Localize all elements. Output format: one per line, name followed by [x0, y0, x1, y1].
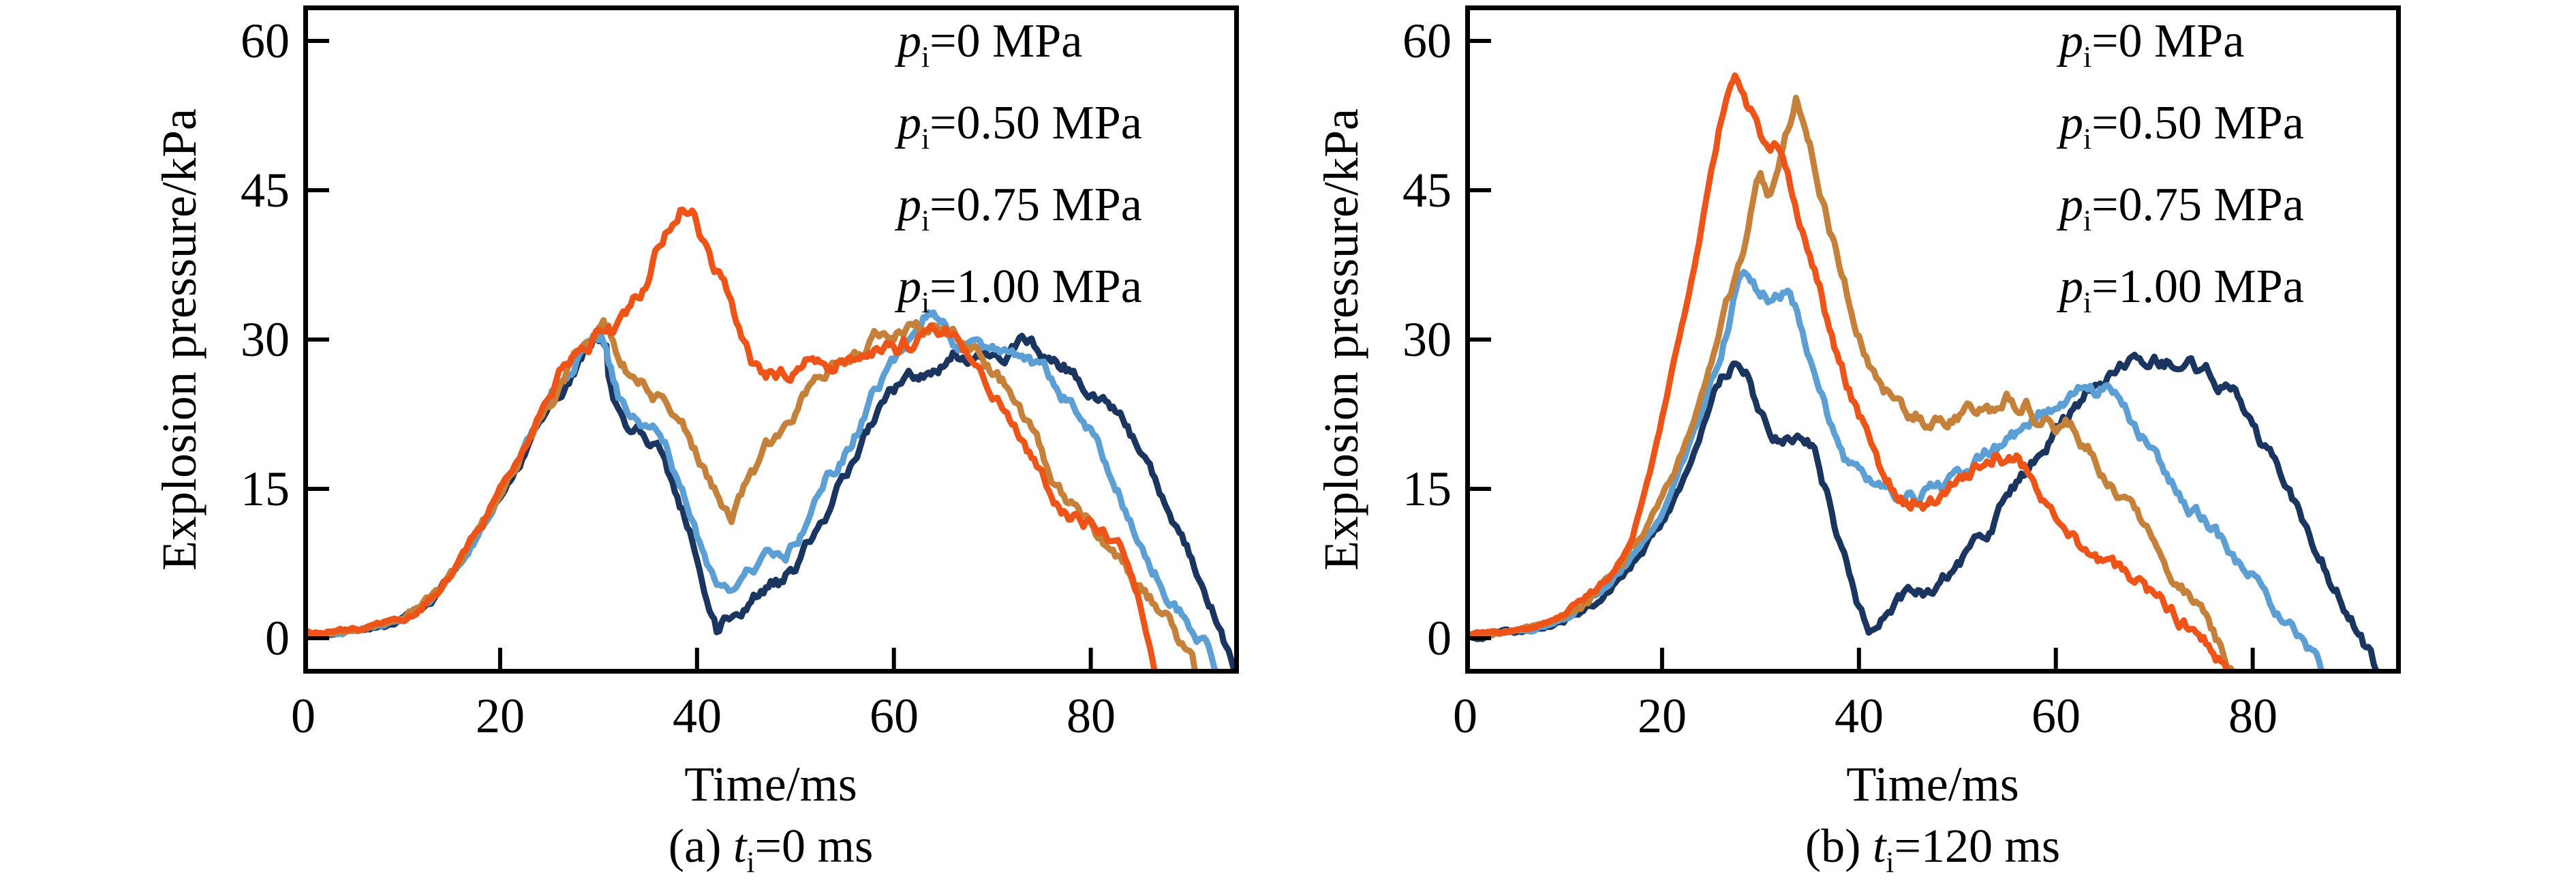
panel-a-caption-prefix: (a) — [668, 820, 733, 873]
panel-b-xtick-80: 80 — [2228, 689, 2278, 743]
legend-line-icon — [1933, 202, 2042, 209]
legend-a-item-1: pi=0.50 MPa — [771, 91, 1142, 156]
panel-b-ytick-0: 0 — [1427, 611, 1452, 665]
legend-sub: i — [2083, 205, 2092, 237]
legend-rest: =0.50 MPa — [930, 97, 1142, 149]
legend-line-icon — [771, 120, 880, 127]
panel-a-xtick-60: 60 — [870, 689, 919, 743]
legend-line-icon — [1933, 120, 2042, 127]
panel-b-caption: (b) ti=120 ms — [1660, 813, 2205, 881]
legend-line-icon — [771, 38, 880, 46]
legend-var: p — [898, 97, 921, 149]
panel-b-xtick-60: 60 — [2031, 689, 2081, 743]
panel-a-caption-var: t — [733, 820, 747, 873]
legend-sub: i — [921, 205, 930, 237]
panel-a-xtick-80: 80 — [1067, 689, 1116, 743]
panel-b-xtick-20: 20 — [1638, 689, 1687, 743]
legend-b-item-0: pi=0 MPa — [1933, 9, 2244, 74]
legend-rest: =0 MPa — [2091, 15, 2245, 68]
legend-b-label-1: pi=0.50 MPa — [2059, 91, 2304, 156]
panel-a-plot — [303, 5, 1239, 674]
panel-a-xtick-0: 0 — [291, 689, 316, 743]
panel-a-caption-sub: i — [746, 846, 755, 879]
legend-rest: =0.75 MPa — [930, 179, 1142, 231]
panel-a-caption-rest: =0 ms — [754, 820, 874, 873]
panel-a-xtick-20: 20 — [476, 689, 525, 743]
panel-b-xtick-0: 0 — [1453, 689, 1477, 743]
legend-line-icon — [1933, 284, 2042, 291]
legend-var: p — [2059, 97, 2083, 149]
legend-sub: i — [921, 123, 930, 155]
legend-rest: =0 MPa — [930, 15, 1083, 68]
panel-b-ytick-15: 15 — [1402, 462, 1452, 516]
panel-b-caption-rest: =120 ms — [1894, 820, 2061, 873]
legend-line-icon — [771, 202, 880, 209]
panel-b-caption-sub: i — [1886, 846, 1895, 879]
legend-rest: =1.00 MPa — [930, 260, 1142, 313]
panel-a-ytick-45: 45 — [241, 163, 290, 217]
legend-b-item-3: pi=1.00 MPa — [1933, 254, 2304, 320]
panel-b-ytick-30: 30 — [1402, 312, 1452, 367]
legend-b-label-2: pi=0.75 MPa — [2059, 172, 2304, 238]
legend-b-item-1: pi=0.50 MPa — [1933, 91, 2304, 156]
legend-a-label-3: pi=1.00 MPa — [898, 254, 1142, 320]
legend-a-item-2: pi=0.75 MPa — [771, 172, 1142, 238]
legend-b-label-0: pi=0 MPa — [2059, 9, 2244, 74]
panel-a-xtick-40: 40 — [673, 689, 722, 743]
panel-b-caption-var: t — [1872, 820, 1886, 873]
legend-var: p — [2059, 260, 2083, 313]
legend-sub: i — [921, 286, 930, 319]
panel-a-x-axis-label: Time/ms — [684, 757, 857, 811]
legend-a-item-3: pi=1.00 MPa — [771, 254, 1142, 320]
panel-b-caption-prefix: (b) — [1805, 820, 1873, 873]
panel-b-ytick-60: 60 — [1402, 14, 1452, 68]
panel-a-ytick-0: 0 — [265, 611, 290, 665]
legend-a-label-0: pi=0 MPa — [898, 9, 1082, 74]
panel-a-caption: (a) ti=0 ms — [498, 813, 1043, 881]
legend-a-label-2: pi=0.75 MPa — [898, 172, 1142, 238]
legend-sub: i — [921, 41, 930, 74]
panel-a-ytick-15: 15 — [241, 462, 290, 516]
legend-var: p — [898, 179, 921, 231]
legend-var: p — [898, 15, 921, 68]
legend-b-item-2: pi=0.75 MPa — [1933, 172, 2304, 238]
panel-a-ytick-60: 60 — [241, 14, 290, 68]
legend-var: p — [2059, 15, 2083, 68]
legend-b-label-3: pi=1.00 MPa — [2059, 254, 2304, 320]
panel-b-xtick-40: 40 — [1835, 689, 1884, 743]
legend-line-icon — [1933, 38, 2042, 46]
legend-rest: =0.50 MPa — [2091, 97, 2304, 149]
legend-rest: =0.75 MPa — [2091, 179, 2304, 231]
panel-b-x-axis-label: Time/ms — [1846, 757, 2019, 811]
legend-line-icon — [771, 284, 880, 291]
panel-b-plot — [1465, 5, 2401, 674]
panel-a-ytick-30: 30 — [241, 312, 290, 367]
legend-a-label-1: pi=0.50 MPa — [898, 91, 1142, 156]
legend-sub: i — [2083, 41, 2092, 74]
legend-sub: i — [2083, 123, 2092, 155]
legend-sub: i — [2083, 286, 2092, 319]
legend-var: p — [2059, 179, 2083, 231]
panel-b-ytick-45: 45 — [1402, 163, 1452, 217]
legend-var: p — [898, 260, 921, 313]
legend-rest: =1.00 MPa — [2091, 260, 2304, 313]
legend-a-item-0: pi=0 MPa — [771, 9, 1082, 74]
